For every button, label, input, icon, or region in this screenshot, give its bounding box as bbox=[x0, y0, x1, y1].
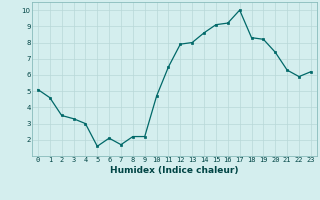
X-axis label: Humidex (Indice chaleur): Humidex (Indice chaleur) bbox=[110, 166, 239, 175]
